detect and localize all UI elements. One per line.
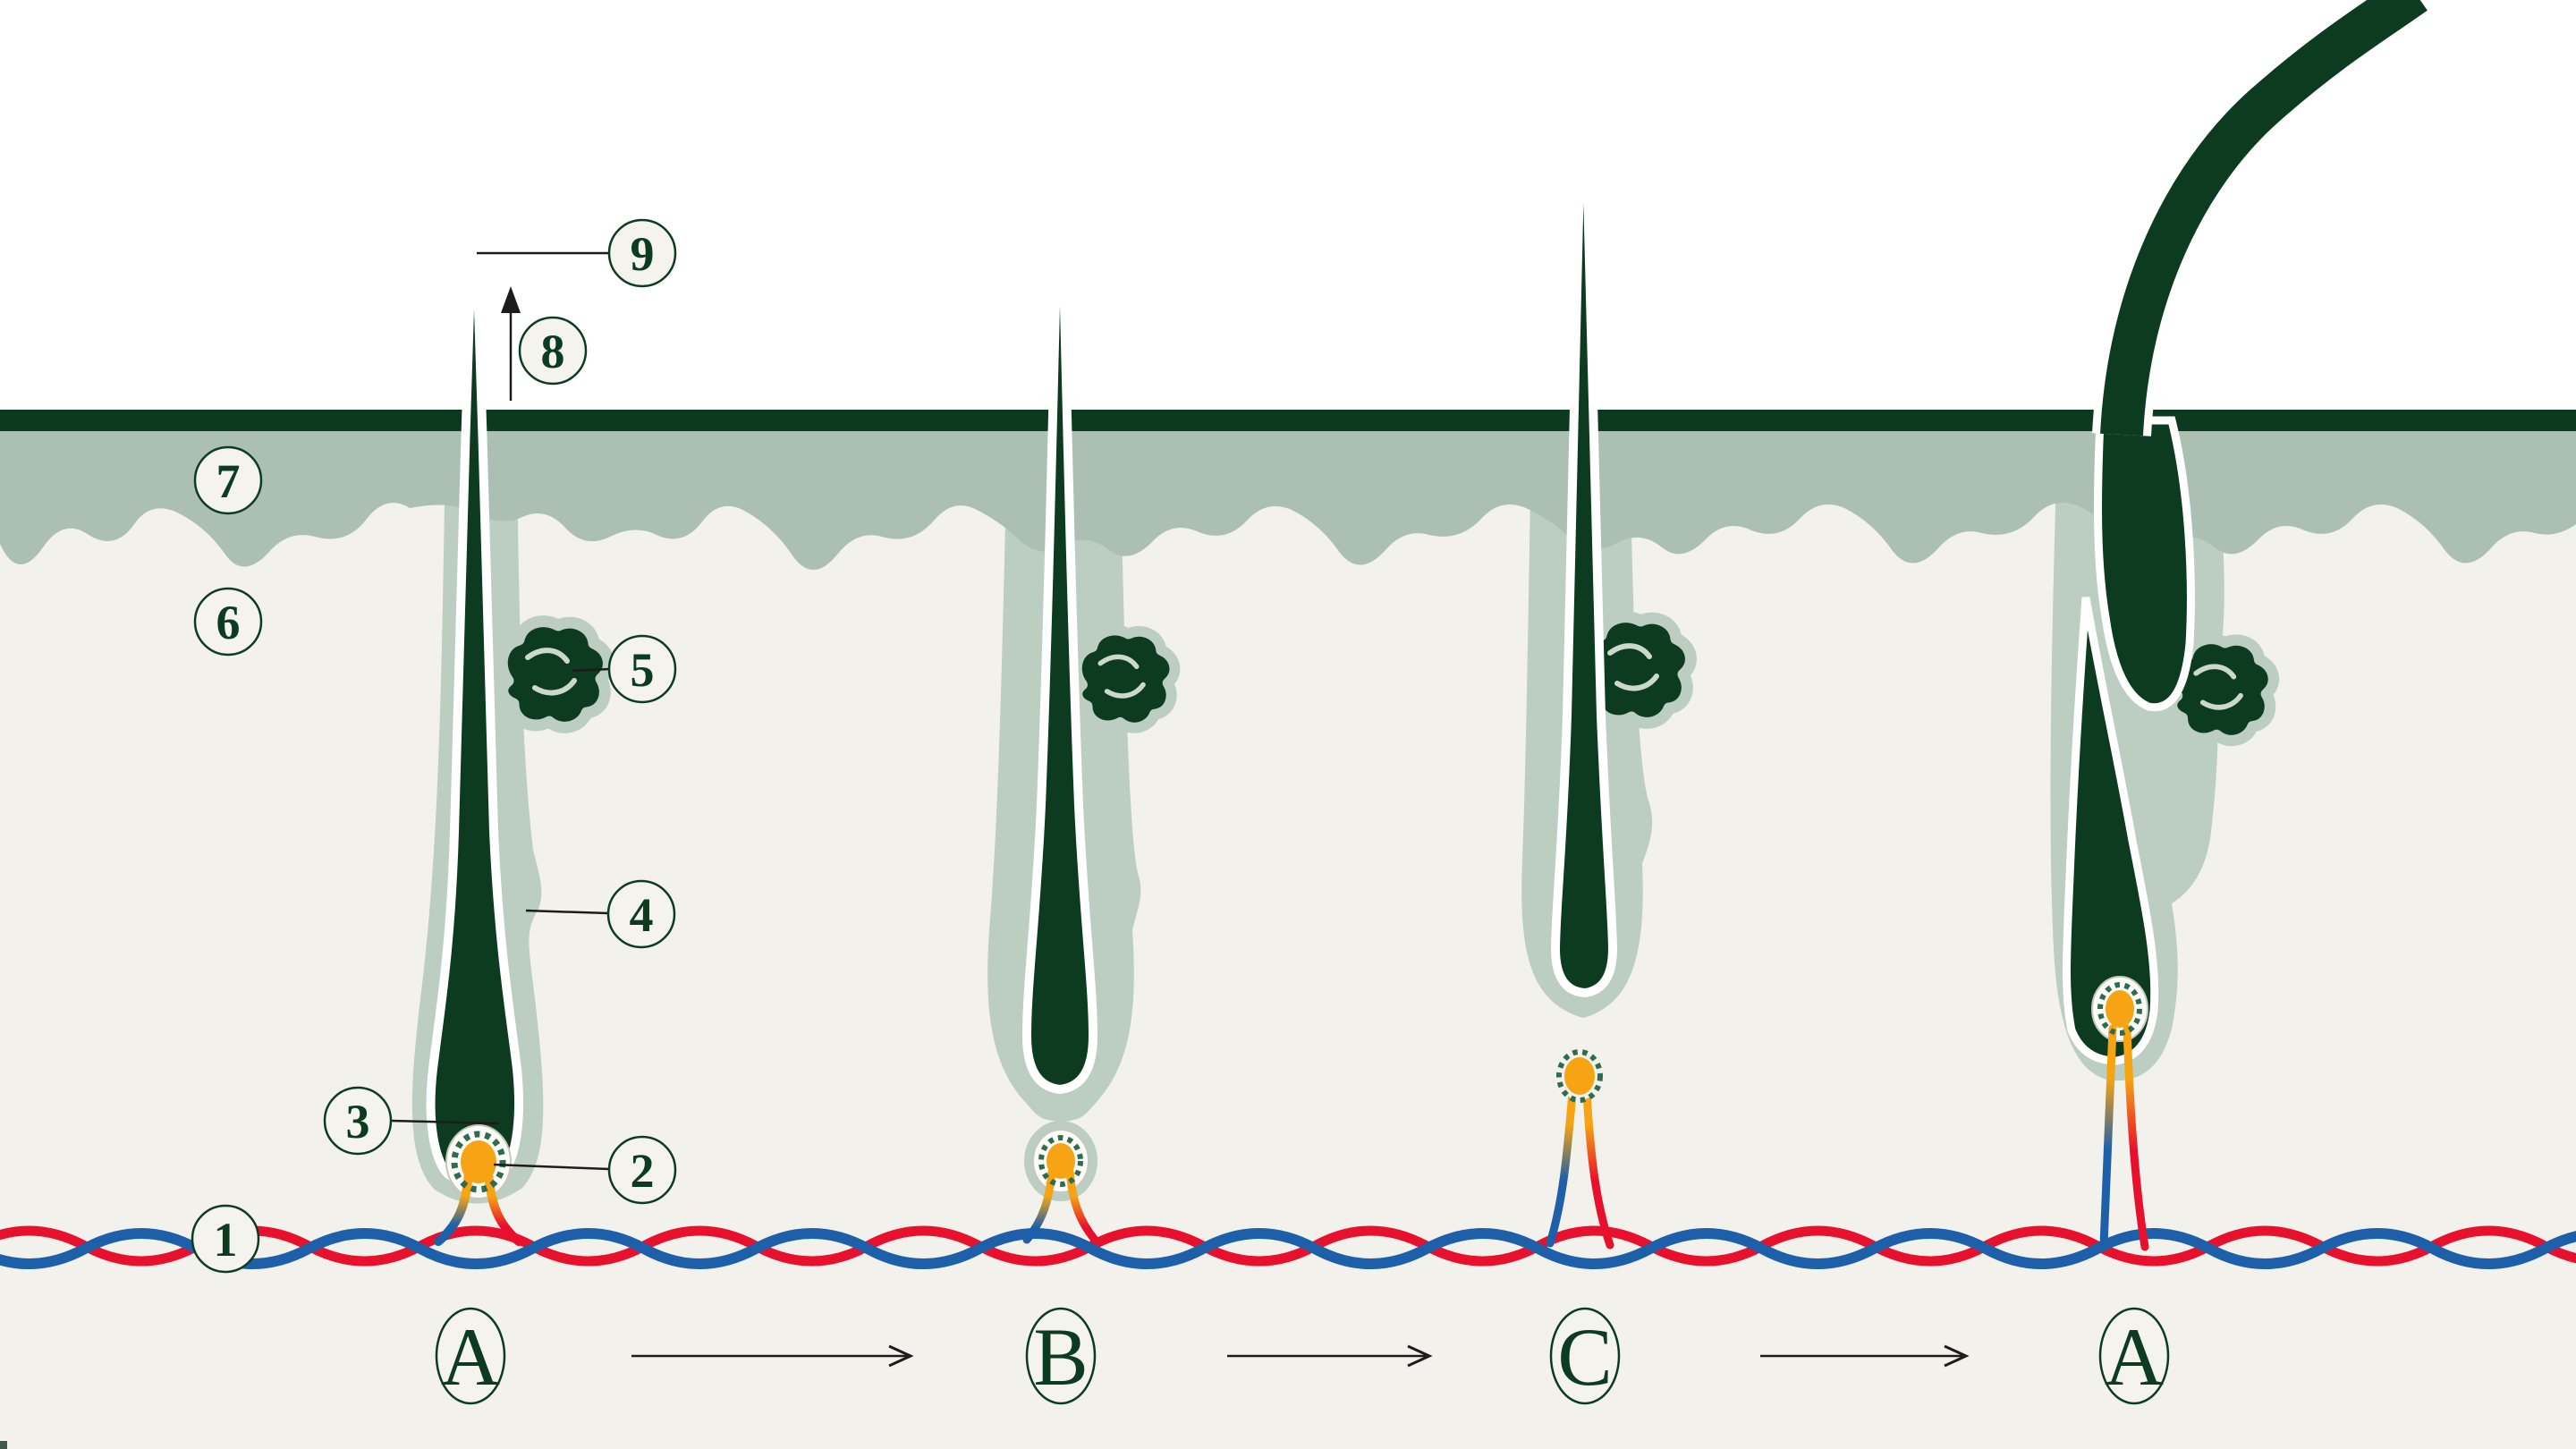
- growth-direction-arrow-icon: [501, 286, 521, 313]
- stage-c-circle: [1549, 1307, 1621, 1405]
- capillary-stalk-vein: [1546, 1089, 1577, 1248]
- stage-arrow-1: [631, 1344, 914, 1368]
- callout-2-label: 2: [631, 1144, 655, 1198]
- stage-marker-a1: A: [435, 1307, 506, 1405]
- callout-4-circle: [606, 879, 676, 949]
- capillary-stalk-artery: [1582, 1089, 1614, 1250]
- callout-4-leader: [525, 909, 609, 915]
- callout-3-leader: [390, 1119, 500, 1125]
- follicle-anagen: [426, 166, 523, 1246]
- callout-5-circle: [607, 634, 677, 704]
- callout-6-label: 6: [216, 596, 241, 649]
- callout-2-leader: [493, 1163, 610, 1171]
- stage-arrow-1-head-icon: [888, 1344, 914, 1368]
- stage-b-label: B: [1033, 1311, 1088, 1402]
- callout-9-circle: [607, 218, 677, 288]
- old-club-hair-outline: [2094, 416, 2195, 712]
- callout-1-label: 1: [214, 1213, 238, 1267]
- callout-3-circle: [323, 1086, 393, 1156]
- follicle-telogen: [1546, 13, 1618, 1250]
- callout-4-label: 4: [630, 888, 654, 942]
- callout-3-label: 3: [346, 1095, 370, 1148]
- callout-6: 6: [193, 587, 263, 657]
- capillary-stalk-vein: [1022, 1167, 1056, 1244]
- capillary-stalk-vein: [434, 1169, 473, 1246]
- stage-b-circle: [1025, 1307, 1097, 1405]
- dermal-papilla: [2106, 990, 2134, 1028]
- stage-marker-c: C: [1549, 1307, 1621, 1405]
- capillary-stalk-artery: [484, 1169, 523, 1246]
- callout-7-circle: [193, 445, 263, 515]
- callout-1: 1: [191, 1204, 260, 1274]
- old-hair-shaft-curved: [2100, 0, 2428, 436]
- hair-shaft-catagen-outline: [1021, 120, 1098, 1095]
- new-hair-cone-outline: [2063, 597, 2159, 1065]
- stage-arrow-3: [1760, 1344, 1970, 1368]
- stage-marker-b: B: [1025, 1307, 1097, 1405]
- dermal-papilla: [1564, 1057, 1595, 1095]
- skin-surface-line: [0, 410, 2576, 431]
- corner-mark: [0, 1441, 7, 1449]
- callout-2: 2: [493, 1135, 677, 1205]
- follicle-catagen: [1021, 120, 1099, 1244]
- sebaceous-gland-anagen: [497, 622, 608, 728]
- papilla-dot-ring: [451, 1131, 506, 1193]
- papilla-dot-ring: [1038, 1135, 1083, 1187]
- stage-a2-label: A: [2105, 1311, 2164, 1402]
- stage-a2-circle: [2098, 1307, 2170, 1405]
- follicle-new-anagen: [2063, 0, 2433, 1251]
- stage-arrow-3-head-icon: [1944, 1344, 1970, 1368]
- dermal-papilla: [1046, 1143, 1075, 1179]
- vein-wave: [0, 1228, 2576, 1269]
- callout-8-label: 8: [541, 325, 565, 378]
- callout-3: 3: [323, 1086, 500, 1156]
- stage-c-label: C: [1557, 1311, 1612, 1402]
- callout-8: 8: [501, 286, 588, 401]
- callout-8-circle: [518, 316, 588, 386]
- stage-a1-circle: [435, 1307, 506, 1405]
- callout-9: 9: [477, 218, 677, 288]
- stage-sequence: A B C A: [435, 1307, 2170, 1405]
- callout-5: 5: [572, 634, 677, 704]
- callout-5-leader: [572, 667, 610, 673]
- callout-1-circle: [191, 1204, 260, 1274]
- stage-arrow-2: [1227, 1344, 1433, 1368]
- callout-7-label: 7: [216, 454, 241, 508]
- stage-marker-a2: A: [2098, 1307, 2170, 1405]
- blood-vessel-plexus: [0, 1225, 2576, 1269]
- epidermis-layer: [0, 431, 2576, 571]
- papilla-dot-ring: [2097, 982, 2142, 1036]
- callouts: 9 8 7 6 5 4 3: [191, 218, 677, 1274]
- dermal-papilla: [461, 1140, 496, 1183]
- stage-a1-label: A: [441, 1311, 500, 1402]
- callout-5-label: 5: [631, 643, 655, 697]
- stage-arrow-2-head-icon: [1407, 1344, 1433, 1368]
- callout-6-circle: [193, 587, 263, 657]
- capillary-stalk-vein: [2099, 1024, 2117, 1250]
- callout-2-circle: [607, 1135, 677, 1205]
- callout-4: 4: [525, 879, 676, 949]
- callout-9-label: 9: [631, 227, 655, 281]
- hair-shaft-telogen-outline: [1550, 13, 1618, 998]
- sebaceous-gland-catagen: [1072, 630, 1174, 727]
- callout-7: 7: [193, 445, 263, 515]
- capillary-stalk-artery: [2123, 1024, 2149, 1251]
